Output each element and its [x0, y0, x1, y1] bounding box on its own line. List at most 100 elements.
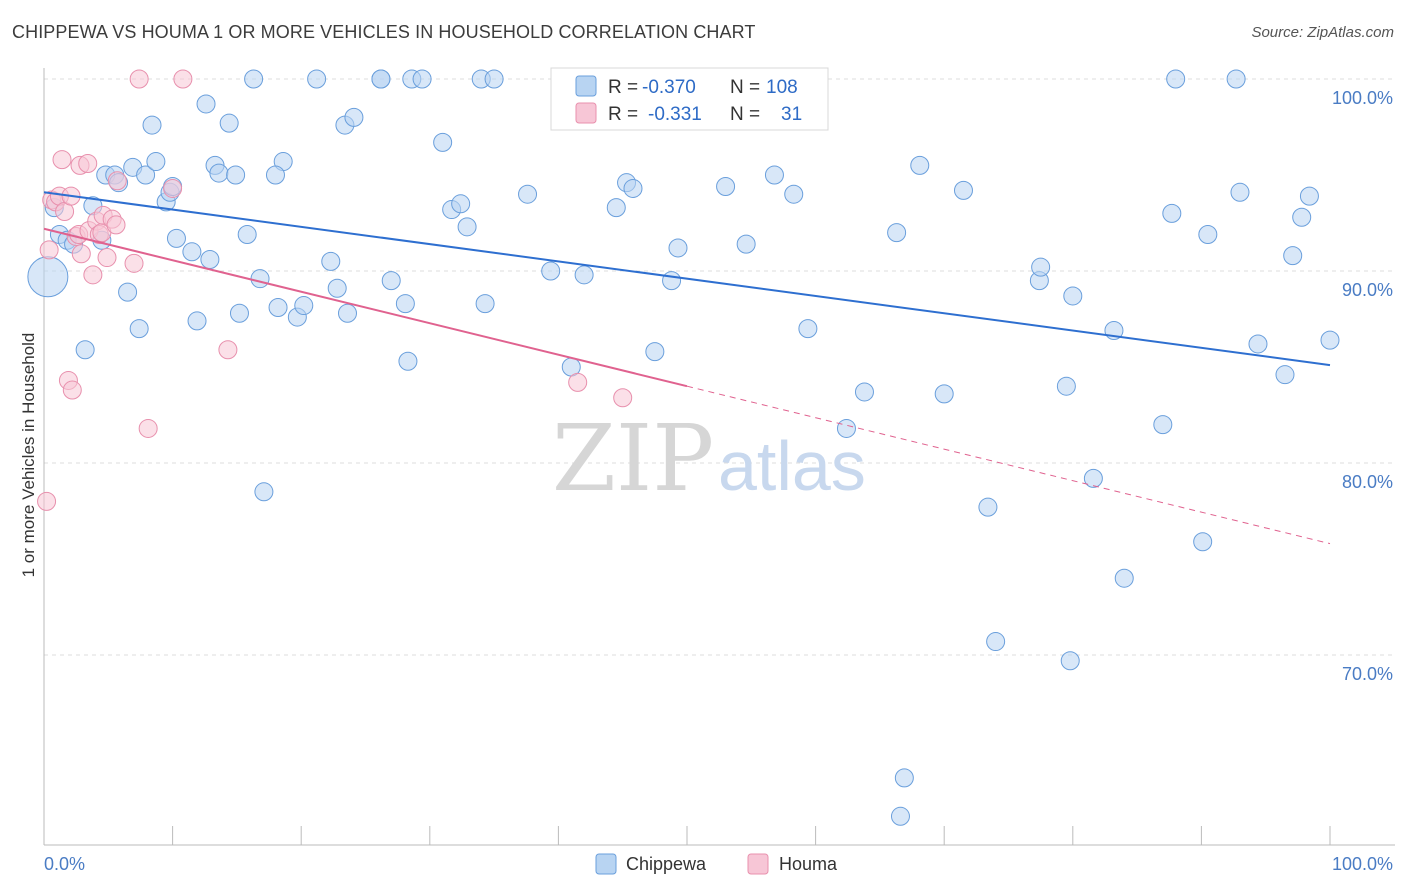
- bottom-legend-houma: Houma: [779, 854, 838, 874]
- chippewa-point: [237, 225, 257, 245]
- chippewa-point: [182, 242, 202, 262]
- chippewa-point: [1162, 203, 1182, 223]
- chippewa-point: [1275, 365, 1295, 385]
- chippewa-point: [398, 351, 418, 371]
- legend-n-value-houma: 31: [781, 104, 802, 125]
- chippewa-point: [662, 271, 682, 291]
- trend-lines: [43, 191, 1331, 545]
- chippewa-point: [484, 69, 504, 89]
- chippewa-point: [136, 165, 156, 185]
- chippewa-point: [1193, 532, 1213, 552]
- chippewa-point: [118, 282, 138, 302]
- chippewa-point: [371, 69, 391, 89]
- chippewa-point: [433, 132, 453, 152]
- chippewa-point: [451, 194, 471, 214]
- chart-title: CHIPPEWA VS HOUMA 1 OR MORE VEHICLES IN …: [12, 22, 756, 42]
- chippewa-point: [1166, 69, 1186, 89]
- chippewa-point: [196, 94, 216, 114]
- houma-point: [62, 380, 82, 400]
- chippewa-point: [574, 265, 594, 285]
- chippewa-point: [978, 497, 998, 517]
- watermark-zip: ZIP: [552, 405, 714, 512]
- chippewa-point: [142, 115, 162, 135]
- chippewa-point: [716, 177, 736, 197]
- chippewa-point: [1320, 330, 1340, 350]
- houma-trend-line: [43, 227, 688, 388]
- legend-r-value-chippewa: -0.370: [642, 77, 696, 98]
- chippewa-point: [784, 184, 804, 204]
- chippewa-point: [187, 311, 207, 331]
- chippewa-point: [1283, 246, 1303, 266]
- houma-points: [37, 69, 633, 511]
- chippewa-point: [953, 180, 973, 200]
- y-tick-label: 70.0%: [1342, 664, 1393, 684]
- chippewa-point: [1056, 376, 1076, 396]
- chippewa-point: [395, 294, 415, 314]
- stats-legend: R = -0.370 N = 108 R = -0.331 N = 31: [550, 67, 829, 131]
- houma-point: [124, 253, 144, 273]
- watermark-atlas: atlas: [718, 427, 866, 505]
- chippewa-point: [344, 107, 364, 127]
- legend-n-label-houma: N =: [730, 104, 760, 125]
- chippewa-point: [381, 271, 401, 291]
- gridlines: [44, 78, 1395, 656]
- source-label: Source: ZipAtlas.com: [1251, 24, 1394, 41]
- chippewa-point: [254, 482, 274, 502]
- chippewa-point: [129, 319, 149, 339]
- series-legend: Chippewa Houma: [595, 853, 838, 875]
- chippewa-trend-line: [43, 191, 1331, 367]
- y-tick-label: 80.0%: [1342, 472, 1393, 492]
- legend-n-label-chippewa: N =: [730, 77, 760, 98]
- chippewa-point: [75, 340, 95, 360]
- legend-r-label-houma: R =: [608, 104, 638, 125]
- legend-r-value-houma: -0.331: [648, 104, 702, 125]
- chippewa-point: [764, 165, 784, 185]
- chippewa-point: [265, 165, 285, 185]
- chippewa-point: [934, 384, 954, 404]
- chippewa-point: [910, 155, 930, 175]
- chippewa-point: [890, 806, 910, 826]
- chippewa-point: [836, 418, 856, 438]
- chippewa-point: [321, 251, 341, 271]
- chippewa-point: [412, 69, 432, 89]
- chippewa-point: [250, 269, 270, 289]
- chippewa-point: [226, 165, 246, 185]
- chippewa-point: [645, 342, 665, 362]
- houma-point: [52, 150, 72, 170]
- bottom-legend-swatch-chippewa: [595, 853, 617, 875]
- houma-point: [129, 69, 149, 89]
- houma-point: [568, 372, 588, 392]
- chippewa-point: [1299, 186, 1319, 206]
- chippewa-point: [1114, 568, 1134, 588]
- houma-point: [138, 418, 158, 438]
- chippewa-point: [606, 198, 626, 218]
- houma-point: [106, 215, 126, 235]
- chippewa-point: [894, 768, 914, 788]
- chippewa-point: [327, 278, 347, 298]
- x-tick-labels: 0.0% 100.0%: [44, 854, 1393, 874]
- chippewa-point: [307, 69, 327, 89]
- chippewa-point: [1153, 415, 1173, 435]
- bottom-legend-chippewa: Chippewa: [626, 854, 707, 874]
- chippewa-point: [457, 217, 477, 237]
- chippewa-point: [229, 303, 249, 323]
- chippewa-point: [27, 256, 69, 298]
- chippewa-point: [1292, 207, 1312, 227]
- watermark: ZIP atlas: [552, 405, 866, 512]
- chippewa-point: [294, 296, 314, 316]
- houma-point: [97, 248, 117, 268]
- houma-point: [78, 153, 98, 173]
- chippewa-point: [268, 297, 288, 317]
- chippewa-point: [518, 184, 538, 204]
- chippewa-point: [1031, 257, 1051, 277]
- x-tick-label: 100.0%: [1332, 854, 1393, 874]
- houma-trend-extension: [686, 385, 1331, 545]
- chippewa-point: [854, 382, 874, 402]
- chippewa-point: [146, 152, 166, 172]
- y-tick-label: 100.0%: [1332, 88, 1393, 108]
- chippewa-point: [1063, 286, 1083, 306]
- chippewa-point: [337, 303, 357, 323]
- legend-r-label-chippewa: R =: [608, 77, 638, 98]
- y-tick-labels: 70.0% 80.0% 90.0% 100.0%: [1332, 88, 1393, 684]
